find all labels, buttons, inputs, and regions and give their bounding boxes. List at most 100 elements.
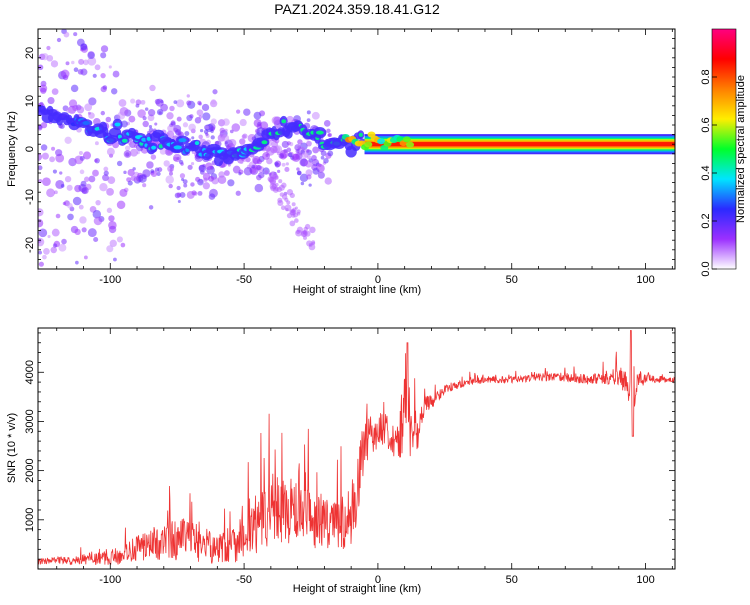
spectrogram-cell — [150, 169, 155, 174]
spectrogram-cell — [285, 207, 289, 212]
spectrogram-cell — [406, 141, 415, 148]
spectrogram-cell — [76, 105, 85, 114]
spectrogram-cell — [241, 134, 246, 139]
spectrogram-cell — [239, 118, 247, 127]
spectrogram-cell — [227, 179, 235, 187]
spectrogram-cell — [38, 165, 43, 171]
spectrogram-cell — [205, 132, 209, 136]
spectrogram-cell — [112, 70, 120, 78]
spectrogram-cell — [284, 166, 290, 172]
spectrogram-cell — [103, 18, 106, 21]
spectrogram-cell — [186, 100, 192, 106]
spectrogram-cell — [42, 254, 47, 260]
spectrogram-cell — [291, 202, 296, 207]
spectrogram-cell — [149, 84, 156, 92]
spectrogram-cell — [196, 109, 204, 116]
spectrogram-cell — [202, 112, 211, 121]
colorbar-tick-label: 0.4 — [700, 165, 712, 180]
spectrogram-cell — [296, 170, 302, 176]
spectrogram-cell — [256, 164, 262, 171]
spectrogram-cell — [140, 99, 146, 105]
spectrogram-cell — [38, 261, 44, 267]
spectrogram-cell — [158, 144, 163, 149]
spectrogram-cell — [300, 231, 307, 238]
spectrogram-cell — [197, 190, 203, 196]
spectrogram-cell — [294, 144, 301, 151]
spectrogram-cell — [120, 242, 126, 248]
spectrogram-cell — [261, 140, 268, 145]
spectrogram-cell — [108, 225, 117, 234]
spectrogram-cell — [78, 151, 83, 156]
spectrogram-cell — [46, 188, 55, 198]
spectrogram-cell — [229, 129, 234, 134]
spectrogram-cell — [87, 228, 97, 238]
spectrogram-cell — [41, 152, 49, 160]
snr-y-label: SNR (10 * v/v) — [6, 413, 18, 483]
spectrogram-cell — [300, 181, 305, 186]
spectrogram-cell — [176, 185, 181, 191]
spectrogram-cell — [87, 111, 91, 115]
spectrogram-cell — [47, 234, 51, 239]
spectrogram-cell — [65, 61, 70, 66]
spectrogram-cell — [125, 152, 130, 157]
spectrogram-cell — [64, 136, 72, 144]
spectrogram-cell — [178, 138, 187, 143]
spectrogram-cell — [194, 117, 202, 124]
spectrogram-cell — [315, 147, 320, 152]
spectrogram-cell — [111, 88, 118, 95]
spectrogram-x-tick-label: 100 — [636, 274, 654, 286]
spectrogram-cell — [51, 146, 56, 151]
snr-x-tick-label: 50 — [506, 574, 518, 586]
spectrogram-cell — [324, 177, 332, 185]
spectrogram-cell — [107, 176, 116, 184]
spectrogram-y-label: Frequency (Hz) — [6, 111, 18, 187]
spectrogram-cell — [117, 134, 122, 139]
spectrogram-cell — [106, 147, 115, 156]
spectrogram-cell — [181, 177, 185, 182]
spectrogram-cell — [38, 124, 43, 130]
spectrogram-cell — [55, 213, 61, 219]
spectrogram-cell — [377, 138, 386, 145]
spectrogram-cell — [103, 166, 109, 172]
spectrogram-cell — [191, 190, 197, 196]
spectrogram-y-tick-label: -20 — [24, 237, 36, 253]
spectrogram-cell — [64, 175, 72, 183]
spectrogram-cell — [289, 192, 295, 199]
spectrogram-cell — [295, 229, 303, 237]
spectrogram-cell — [94, 64, 101, 71]
spectrogram-cell — [281, 140, 289, 149]
spectrogram-cell — [364, 141, 373, 148]
spectrogram-cell — [132, 167, 136, 171]
spectrogram-cell — [297, 139, 303, 145]
spectrogram-cell — [93, 216, 103, 226]
spectrogram-cell — [43, 248, 50, 255]
spectrogram-cell — [49, 156, 56, 163]
spectrogram-cell — [182, 179, 188, 185]
spectrogram-cell — [304, 160, 313, 168]
spectrogram-cell — [116, 236, 123, 243]
spectrogram-cell — [113, 7, 117, 11]
spectrogram-cell — [296, 211, 301, 216]
spectrogram-cell — [142, 120, 149, 128]
spectrogram-cell — [92, 209, 102, 219]
snr-background — [38, 328, 675, 569]
spectrogram-ridge — [38, 105, 675, 167]
spectrogram-cell — [311, 154, 317, 161]
spectrogram-cell — [92, 169, 99, 177]
spectrogram-cell — [231, 123, 241, 132]
spectrogram-cell — [224, 170, 230, 176]
spectrogram-cell — [135, 99, 142, 106]
spectrogram-cell — [311, 111, 320, 120]
spectrogram-cell — [52, 243, 58, 248]
spectrogram-cell — [320, 150, 327, 157]
spectrogram-cell — [277, 169, 281, 173]
spectrogram-cell — [70, 84, 79, 93]
spectrogram-cell — [78, 204, 84, 210]
spectrogram-cell — [81, 227, 87, 233]
spectrogram-cell — [79, 155, 85, 161]
spectrogram-cell — [309, 226, 316, 234]
spectrogram-cell — [191, 136, 195, 140]
spectrogram-cell — [154, 122, 158, 126]
spectrogram-cell — [183, 183, 188, 188]
